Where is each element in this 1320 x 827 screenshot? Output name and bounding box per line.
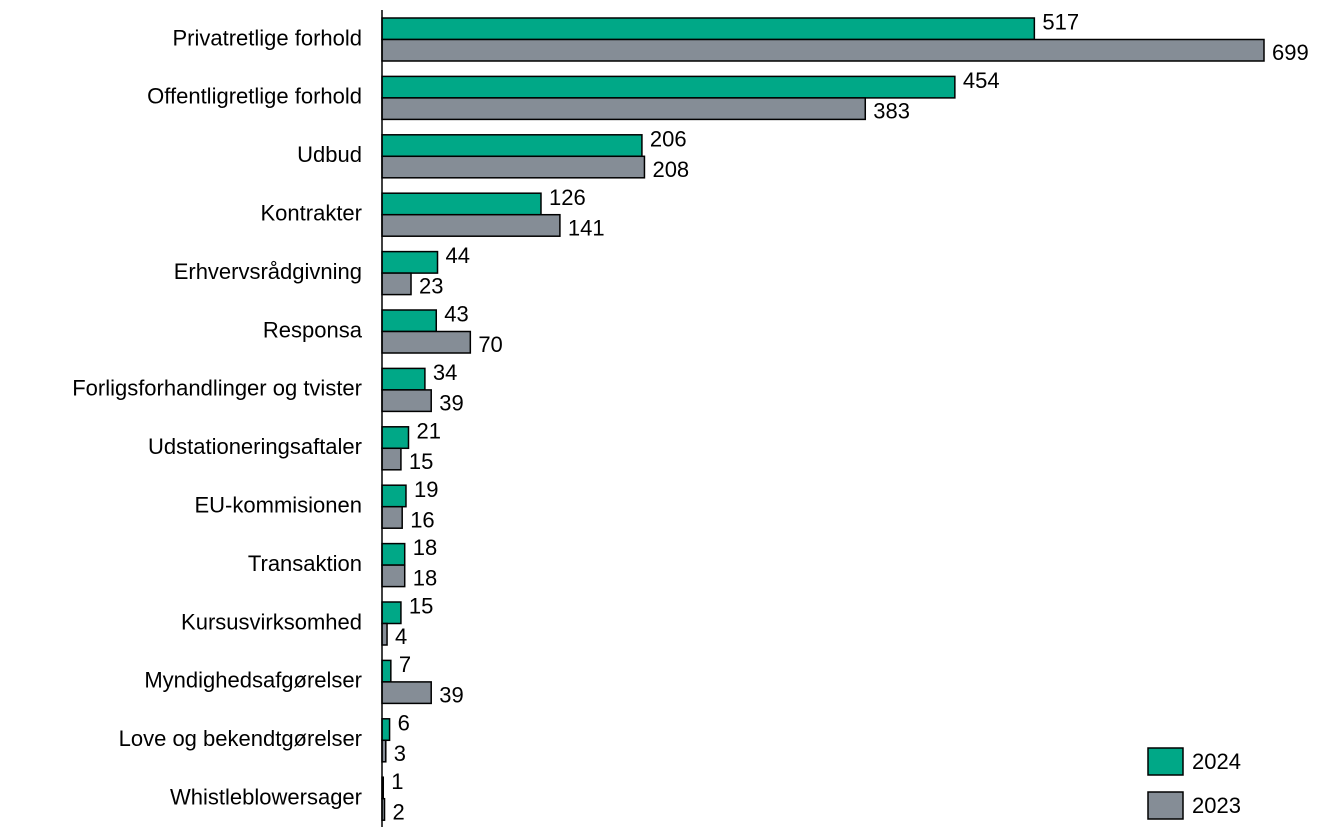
- bar: [381, 681, 432, 705]
- category-label: Kontrakter: [261, 201, 363, 226]
- value-label: 70: [478, 332, 502, 357]
- category-label: EU-kommisionen: [195, 493, 363, 518]
- value-label: 39: [439, 390, 463, 415]
- bar: [381, 272, 412, 296]
- legend-label: 2024: [1192, 749, 1241, 774]
- bar: [381, 718, 391, 742]
- bar: [381, 389, 432, 413]
- bar: [381, 192, 542, 216]
- value-label: 34: [433, 360, 457, 385]
- value-label: 126: [549, 185, 586, 210]
- bar: [381, 75, 956, 99]
- bar: [381, 213, 561, 237]
- bar: [381, 97, 867, 121]
- value-label: 6: [398, 710, 410, 735]
- category-label: Kursusvirksomhed: [181, 609, 362, 634]
- bar: [381, 622, 388, 646]
- bar: [381, 601, 402, 625]
- bar: [381, 542, 406, 566]
- value-label: 19: [414, 477, 438, 502]
- category-label: Erhvervsrådgivning: [174, 259, 362, 284]
- category-label: Transaktion: [248, 551, 362, 576]
- bar: [381, 659, 392, 683]
- value-label: 208: [652, 157, 689, 182]
- value-label: 3: [394, 741, 406, 766]
- category-label: Forligsforhandlinger og tvister: [72, 376, 362, 401]
- value-label: 2: [393, 799, 405, 824]
- bar: [381, 484, 407, 508]
- category-label: Offentligretlige forhold: [147, 84, 362, 109]
- value-label: 43: [444, 302, 468, 327]
- value-label: 1: [391, 769, 403, 794]
- value-label: 454: [963, 68, 1000, 93]
- value-label: 18: [413, 535, 437, 560]
- value-label: 699: [1272, 40, 1309, 65]
- legend-swatch: [1147, 791, 1184, 820]
- value-label: 15: [409, 449, 433, 474]
- bar: [381, 17, 1036, 41]
- legend-swatch: [1147, 747, 1184, 776]
- bar: [381, 426, 410, 450]
- category-label: Myndighedsafgørelser: [144, 668, 362, 693]
- value-label: 383: [873, 98, 910, 123]
- bar: [381, 564, 406, 588]
- value-label: 44: [446, 243, 470, 268]
- bar: [381, 367, 426, 391]
- category-label: Responsa: [263, 317, 363, 342]
- bar: [381, 134, 643, 158]
- value-label: 4: [395, 624, 407, 649]
- value-label: 206: [650, 126, 687, 151]
- legend-label: 2023: [1192, 793, 1241, 818]
- value-label: 16: [410, 507, 434, 532]
- value-label: 23: [419, 274, 443, 299]
- bar: [381, 155, 646, 179]
- value-label: 141: [568, 215, 605, 240]
- category-label: Love og bekendtgørelser: [119, 726, 362, 751]
- value-label: 15: [409, 594, 433, 619]
- value-label: 39: [439, 682, 463, 707]
- bar: [381, 250, 439, 274]
- category-label: Udbud: [297, 142, 362, 167]
- category-label: Privatretlige forhold: [172, 25, 362, 50]
- bar: [381, 38, 1265, 62]
- bar: [381, 330, 472, 354]
- value-label: 21: [416, 418, 440, 443]
- category-label: Whistleblowersager: [170, 785, 362, 810]
- value-label: 7: [399, 652, 411, 677]
- bar: [381, 309, 438, 333]
- bar: [381, 447, 402, 471]
- value-label: 18: [413, 566, 437, 591]
- bar: [381, 505, 403, 529]
- value-label: 517: [1042, 10, 1079, 35]
- category-label: Udstationeringsaftaler: [148, 434, 362, 459]
